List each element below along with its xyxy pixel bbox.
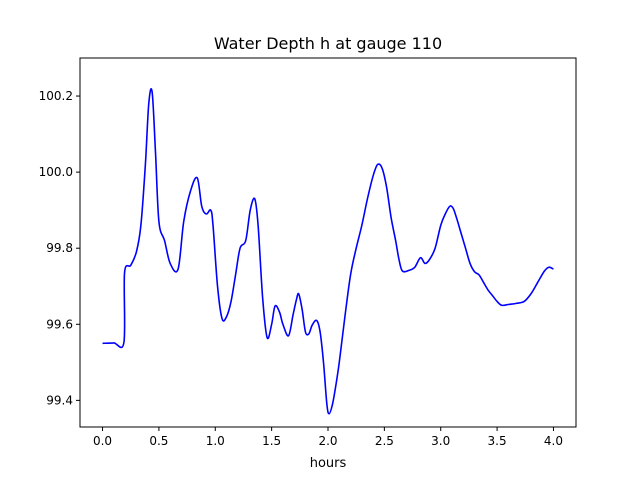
- series-layer: [102, 88, 554, 415]
- x-tick-label: 0.0: [93, 434, 112, 448]
- y-tick-label: 100.0: [39, 165, 73, 179]
- plot-frame: [79, 57, 577, 428]
- x-tick-label: 3.5: [488, 434, 507, 448]
- y-tick-label: 100.2: [39, 89, 73, 103]
- plot-background: [80, 58, 576, 427]
- chart-title: Water Depth h at gauge 110: [214, 34, 442, 53]
- x-tick-label: 2.5: [375, 434, 394, 448]
- x-tick-label: 1.0: [206, 434, 225, 448]
- y-tick-label: 99.8: [46, 241, 73, 255]
- x-tick-label: 1.5: [262, 434, 281, 448]
- series-line: [102, 88, 554, 415]
- x-tick-label: 3.0: [431, 434, 450, 448]
- x-axis-ticks: 0.0 0.5 1.0 1.5 2.0 2.5 3.0 3.5 4.0: [93, 427, 563, 448]
- plot-area: 0.0 0.5 1.0 1.5 2.0 2.5 3.0 3.5 4.0 99.4 99.6 99.8…: [39, 57, 577, 448]
- y-tick-label: 99.4: [46, 393, 73, 407]
- y-axis-ticks: 99.4 99.6 99.8 100.0 100.2: [39, 89, 80, 407]
- x-axis-label: hours: [310, 456, 347, 471]
- x-tick-label: 0.5: [149, 434, 168, 448]
- x-tick-label: 2.0: [318, 434, 337, 448]
- y-tick-label: 99.6: [46, 317, 73, 331]
- x-tick-label: 4.0: [544, 434, 563, 448]
